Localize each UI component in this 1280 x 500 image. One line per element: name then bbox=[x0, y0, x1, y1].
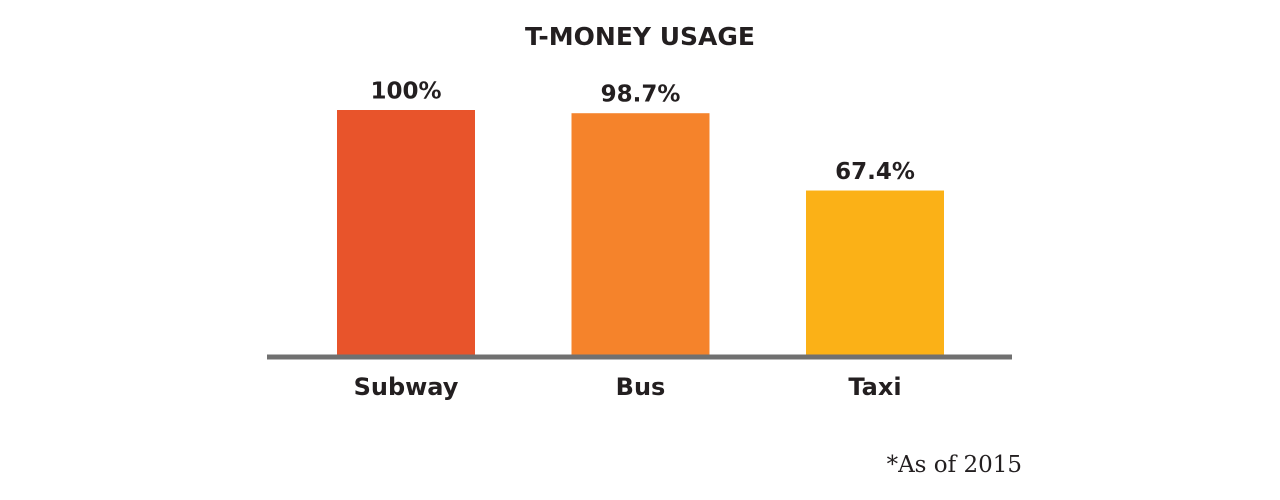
bar bbox=[337, 110, 475, 357]
x-tick-label: Bus bbox=[616, 373, 666, 401]
bar bbox=[571, 113, 710, 357]
value-label: 100% bbox=[370, 79, 441, 105]
value-label: 98.7% bbox=[601, 82, 681, 108]
x-tick-label: Subway bbox=[354, 373, 459, 401]
chart-title: T-MONEY USAGE bbox=[525, 22, 755, 51]
bar bbox=[806, 190, 944, 357]
x-tick-label: Taxi bbox=[848, 373, 901, 401]
annotation: *As of 2015 bbox=[887, 452, 1022, 478]
value-label: 67.4% bbox=[835, 159, 915, 185]
